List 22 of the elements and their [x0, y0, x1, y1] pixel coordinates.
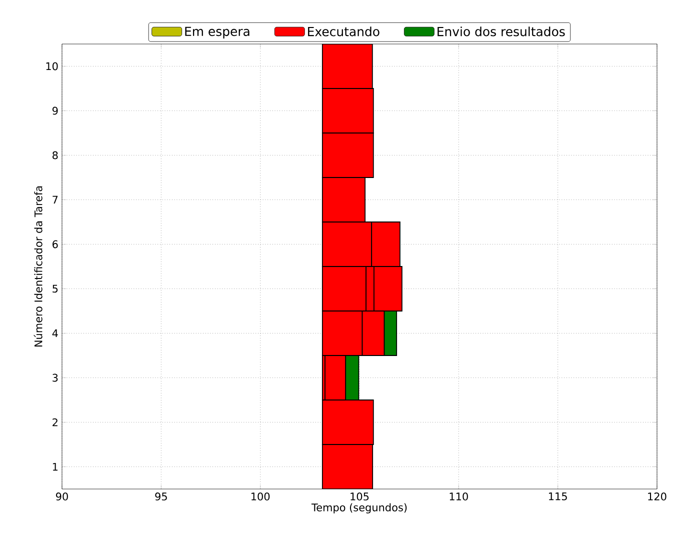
y-tick-label: 9 [52, 106, 58, 115]
x-tick-label: 115 [548, 492, 567, 500]
y-tick-label: 10 [46, 62, 58, 70]
y-tick-label: 7 [52, 196, 58, 204]
y-tick-label: 3 [52, 374, 58, 382]
y-tick-label: 2 [52, 418, 58, 426]
y-tick-label: 4 [52, 329, 58, 338]
x-tick-label: 110 [450, 492, 468, 500]
legend-label: Em espera [185, 26, 250, 38]
x-tick-label: 105 [350, 492, 369, 500]
x-tick-label: 120 [648, 492, 666, 500]
y-tick-label: 8 [52, 151, 58, 160]
y-tick-label: 5 [52, 284, 58, 293]
x-axis-title: Tempo (segundos) [311, 503, 407, 514]
y-tick-label: 6 [52, 240, 58, 248]
y-tick-label: 1 [52, 462, 58, 471]
x-tick-label: 95 [155, 492, 167, 500]
legend-label: Executando [308, 26, 380, 36]
x-tick-label: 90 [56, 492, 68, 500]
legend-label: Envio dos resultados [438, 26, 565, 36]
x-tick-label: 100 [251, 492, 270, 500]
y-axis-title: Número Identificador da Tarefa [34, 186, 42, 347]
